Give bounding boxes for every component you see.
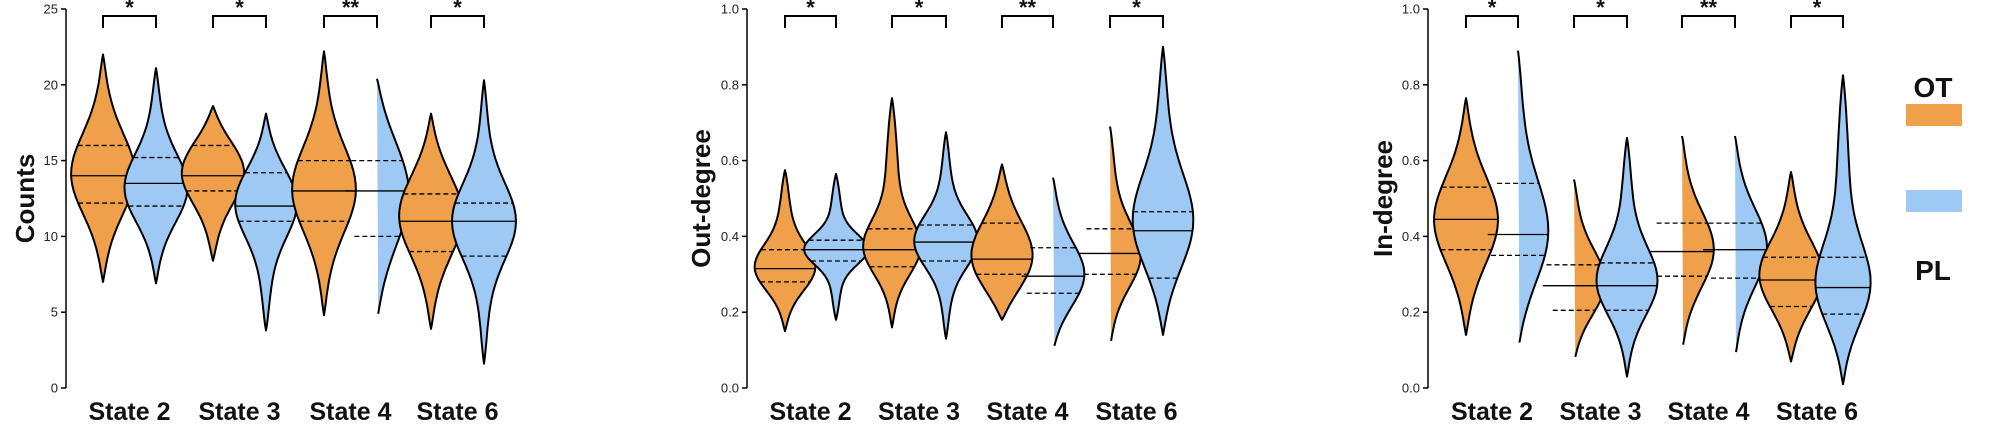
x-category-label: State 3 <box>199 398 281 426</box>
x-category-label: State 6 <box>1096 398 1178 426</box>
x-category-label: State 6 <box>1776 398 1858 426</box>
significance-bracket <box>1109 15 1164 28</box>
significance-marker: * <box>125 0 134 20</box>
significance-marker: * <box>1596 0 1605 20</box>
violin-pl <box>1517 50 1550 343</box>
significance-marker: * <box>1813 0 1822 20</box>
violin-ot <box>70 53 136 283</box>
significance-bracket <box>1681 15 1736 28</box>
significance-marker: * <box>1132 0 1141 20</box>
y-tick-label: 25 <box>44 2 58 17</box>
significance-bracket <box>323 15 378 28</box>
y-tick-label: 0.6 <box>1402 153 1420 168</box>
violin-ot <box>1681 135 1715 345</box>
violin-pl <box>1052 177 1086 347</box>
significance-bracket <box>1001 15 1054 28</box>
violin-pl <box>1734 135 1768 353</box>
x-category-label: State 4 <box>1668 398 1750 426</box>
x-category-label: State 2 <box>89 398 171 426</box>
violin-pl <box>1595 136 1659 378</box>
y-tick-label: 0.4 <box>721 229 739 244</box>
y-tick-label: 1.0 <box>1402 2 1420 17</box>
y-tick-label: 0.4 <box>1402 229 1420 244</box>
significance-bracket <box>102 15 157 28</box>
x-category-label: State 2 <box>1451 398 1533 426</box>
legend-label-ot: OT <box>1914 72 1953 103</box>
y-tick-label: 10 <box>44 229 58 244</box>
violin-ot <box>180 105 246 262</box>
y-tick-label: 0.6 <box>721 153 739 168</box>
significance-marker: ** <box>1019 0 1037 20</box>
legend: OT PL <box>1906 72 1962 286</box>
chart-panel: 0.0 0.2 0.4 0.6 0.8 1.0 In-degree State 2 * State… <box>1368 0 1872 426</box>
x-category-label: State 3 <box>1560 398 1642 426</box>
significance-marker: * <box>806 0 815 20</box>
significance-marker: * <box>915 0 924 20</box>
x-category-label: State 2 <box>770 398 852 426</box>
significance-marker: * <box>453 0 462 20</box>
violin-pl <box>1814 74 1872 386</box>
y-tick-label: 0 <box>51 381 58 396</box>
violin-pl <box>451 79 517 365</box>
violin-ot <box>1433 97 1499 336</box>
significance-bracket <box>891 15 947 28</box>
significance-bracket <box>1465 15 1519 28</box>
significance-marker: ** <box>1700 0 1718 20</box>
chart-panel: 0 5 10 15 20 25 Counts State 2 * State 3 * State 4 *… <box>10 0 517 426</box>
y-tick-label: 0.2 <box>1402 305 1420 320</box>
violin-ot <box>970 163 1034 321</box>
y-axis-title: Counts <box>10 154 40 244</box>
violin-ot <box>753 169 817 333</box>
x-category-label: State 3 <box>878 398 960 426</box>
violin-pl <box>1131 45 1195 336</box>
y-tick-label: 15 <box>44 153 58 168</box>
significance-bracket <box>1573 15 1628 28</box>
y-tick-label: 20 <box>44 77 58 92</box>
chart-panel: 0.0 0.2 0.4 0.6 0.8 1.0 Out-degree State 2 * Stat… <box>686 0 1195 426</box>
violin-pl <box>803 172 869 321</box>
violin-ot <box>291 50 357 317</box>
y-tick-label: 0.8 <box>1402 77 1420 92</box>
y-tick-label: 0.0 <box>1402 381 1420 396</box>
significance-marker: * <box>235 0 244 20</box>
significance-marker: * <box>1488 0 1497 20</box>
violin-ot <box>1758 171 1824 363</box>
legend-swatch-ot <box>1906 104 1962 126</box>
y-tick-label: 0.8 <box>721 77 739 92</box>
violin-pl <box>234 112 298 332</box>
significance-bracket <box>430 15 485 28</box>
y-axis-title: In-degree <box>1368 140 1398 257</box>
x-category-label: State 4 <box>310 398 392 426</box>
y-tick-label: 0.2 <box>721 305 739 320</box>
significance-bracket <box>1790 15 1844 28</box>
violin-ot <box>862 97 922 329</box>
x-category-label: State 4 <box>987 398 1069 426</box>
significance-bracket <box>212 15 267 28</box>
significance-marker: ** <box>342 0 360 20</box>
legend-swatch-pl <box>1906 190 1962 212</box>
violin-pl <box>123 67 189 285</box>
y-tick-label: 5 <box>51 305 58 320</box>
y-tick-label: 1.0 <box>721 2 739 17</box>
y-tick-label: 0.0 <box>721 381 739 396</box>
x-category-label: State 6 <box>417 398 499 426</box>
significance-bracket <box>784 15 837 28</box>
violin-pl <box>913 131 979 340</box>
legend-label-pl: PL <box>1915 255 1951 286</box>
y-axis-title: Out-degree <box>686 129 716 268</box>
